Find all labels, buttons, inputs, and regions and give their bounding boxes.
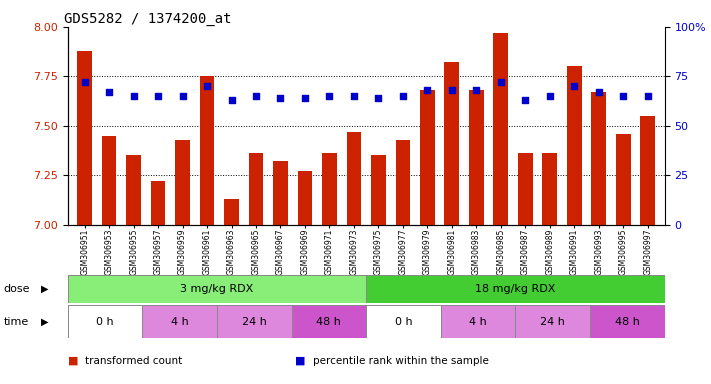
Point: [152, 93, 164, 99]
Text: 18 mg/kg RDX: 18 mg/kg RDX: [475, 284, 556, 294]
Bar: [102, 136, 117, 225]
Bar: [567, 66, 582, 225]
Bar: [616, 134, 631, 225]
Text: 48 h: 48 h: [316, 316, 341, 327]
Text: 4 h: 4 h: [171, 316, 188, 327]
Point: [177, 93, 188, 99]
Point: [397, 93, 409, 99]
Text: ■: ■: [295, 356, 306, 366]
Point: [373, 95, 384, 101]
Text: ▶: ▶: [41, 284, 48, 294]
Text: transformed count: transformed count: [85, 356, 183, 366]
Point: [104, 89, 115, 95]
Bar: [77, 51, 92, 225]
Bar: [68, 275, 366, 303]
Bar: [641, 116, 655, 225]
Bar: [127, 156, 141, 225]
Point: [642, 93, 653, 99]
Point: [79, 79, 90, 85]
Point: [128, 93, 139, 99]
Point: [324, 93, 335, 99]
Point: [617, 93, 629, 99]
Bar: [68, 305, 142, 338]
Bar: [142, 305, 217, 338]
Point: [593, 89, 604, 95]
Point: [250, 93, 262, 99]
Point: [446, 87, 457, 93]
Text: 0 h: 0 h: [395, 316, 412, 327]
Text: ▶: ▶: [41, 316, 48, 327]
Bar: [590, 305, 665, 338]
Bar: [292, 305, 366, 338]
Bar: [542, 154, 557, 225]
Bar: [200, 76, 215, 225]
Text: 24 h: 24 h: [242, 316, 267, 327]
Bar: [444, 63, 459, 225]
Bar: [273, 161, 288, 225]
Bar: [366, 305, 441, 338]
Bar: [322, 154, 337, 225]
Bar: [518, 154, 533, 225]
Point: [471, 87, 482, 93]
Bar: [441, 305, 515, 338]
Bar: [175, 140, 190, 225]
Bar: [366, 275, 665, 303]
Point: [495, 79, 506, 85]
Bar: [395, 140, 410, 225]
Bar: [371, 156, 386, 225]
Text: dose: dose: [4, 284, 30, 294]
Text: 48 h: 48 h: [615, 316, 640, 327]
Bar: [592, 92, 606, 225]
Text: time: time: [4, 316, 29, 327]
Point: [275, 95, 287, 101]
Text: 0 h: 0 h: [96, 316, 114, 327]
Text: 24 h: 24 h: [540, 316, 565, 327]
Bar: [224, 199, 239, 225]
Bar: [298, 171, 312, 225]
Point: [544, 93, 555, 99]
Point: [299, 95, 311, 101]
Bar: [469, 90, 483, 225]
Bar: [151, 181, 166, 225]
Text: 4 h: 4 h: [469, 316, 487, 327]
Point: [348, 93, 360, 99]
Bar: [249, 154, 263, 225]
Point: [201, 83, 213, 89]
Bar: [420, 90, 434, 225]
Text: ■: ■: [68, 356, 78, 366]
Point: [422, 87, 433, 93]
Point: [569, 83, 580, 89]
Text: percentile rank within the sample: percentile rank within the sample: [313, 356, 488, 366]
Text: 3 mg/kg RDX: 3 mg/kg RDX: [180, 284, 254, 294]
Point: [226, 97, 237, 103]
Text: GDS5282 / 1374200_at: GDS5282 / 1374200_at: [64, 12, 232, 25]
Bar: [346, 132, 361, 225]
Bar: [217, 305, 292, 338]
Bar: [493, 33, 508, 225]
Bar: [515, 305, 590, 338]
Point: [520, 97, 531, 103]
